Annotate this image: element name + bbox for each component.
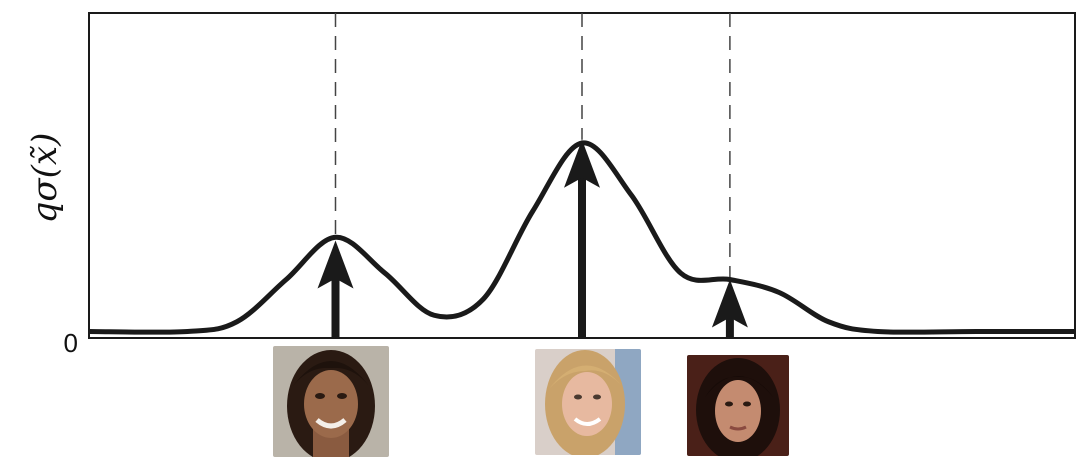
y-axis-label: qσ(x̃)	[25, 133, 65, 224]
y-tick-label-0: 0	[64, 328, 78, 358]
density-curve	[88, 140, 1075, 335]
component-arrowhead-1	[317, 240, 354, 289]
face-photo-3	[687, 355, 789, 456]
face-photo-1	[273, 346, 389, 457]
component-arrowhead-3	[711, 279, 748, 328]
face-photo-2	[535, 349, 641, 455]
component-arrowhead-2	[564, 139, 600, 188]
